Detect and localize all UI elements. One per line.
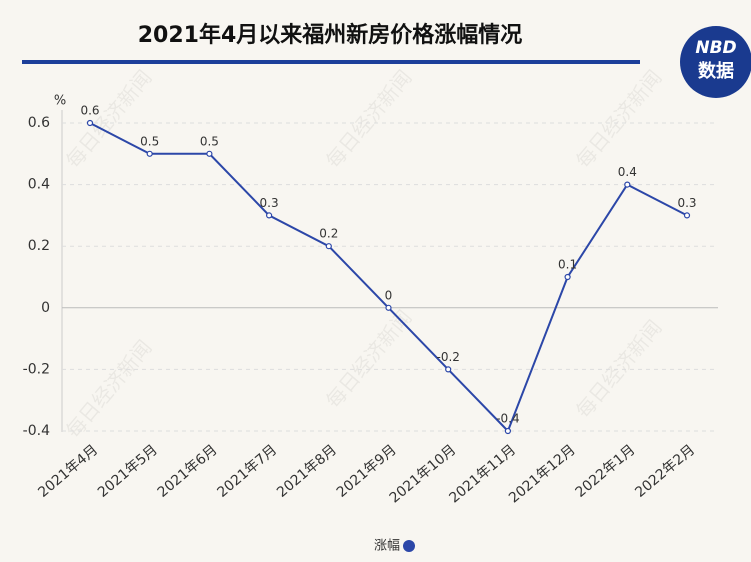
y-tick-label: -0.4	[23, 423, 50, 439]
point	[504, 427, 511, 435]
data-label: 0.3	[677, 196, 696, 210]
logo-circle	[680, 26, 751, 98]
data-label: 0.4	[618, 165, 637, 179]
point	[624, 181, 631, 188]
point	[325, 243, 332, 250]
point	[206, 150, 213, 157]
y-tick-label: 0	[41, 300, 50, 316]
y-tick-label: 0.2	[28, 238, 50, 254]
data-label: 0.5	[200, 134, 219, 148]
y-unit: %	[54, 94, 66, 109]
data-label: 0.5	[140, 134, 159, 148]
legend-label: 涨幅	[374, 539, 400, 554]
legend-marker	[403, 540, 415, 552]
data-label: -0.2	[436, 350, 459, 364]
point	[146, 150, 153, 157]
logo-bottom: 数据	[698, 60, 734, 82]
point	[445, 366, 452, 373]
y-tick-label: 0.4	[28, 177, 50, 193]
point	[564, 273, 571, 281]
title-rule	[22, 60, 640, 64]
chart-title: 2021年4月以来福州新房价格涨幅情况	[138, 22, 523, 48]
data-label: 0	[385, 288, 393, 302]
logo-top: NBD	[695, 38, 736, 58]
data-label: 0.1	[558, 258, 577, 272]
y-tick-label: 0.6	[28, 115, 50, 131]
point	[683, 212, 691, 219]
data-label: 0.3	[260, 196, 279, 210]
y-tick-label: -0.2	[23, 361, 50, 377]
data-label: 0.2	[319, 227, 338, 241]
point	[385, 304, 392, 311]
data-label: 0.6	[80, 104, 99, 118]
data-label: -0.4	[496, 412, 519, 426]
point	[266, 212, 273, 219]
point	[86, 119, 94, 127]
